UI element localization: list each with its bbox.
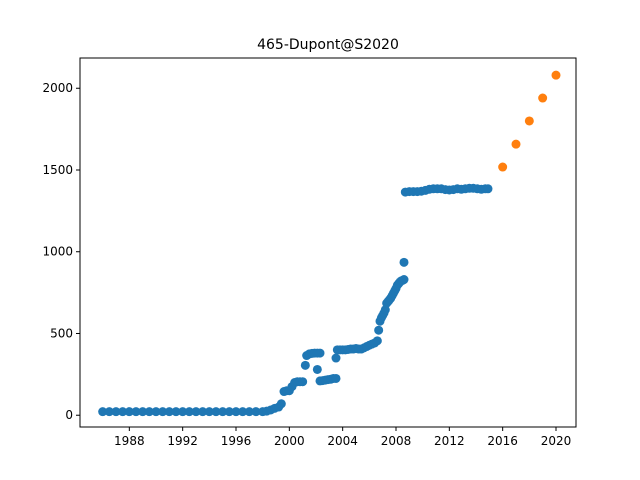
data-point [298, 377, 308, 387]
y-axis: 0 500 1000 1500 2000 [42, 81, 80, 422]
x-axis: 1988 1992 1996 2000 2004 2008 2012 2016 2020 [114, 427, 571, 448]
chart-title: 465-Dupont@S2020 [257, 37, 399, 53]
y-tick-label: 1500 [42, 163, 73, 177]
y-tick-label: 500 [50, 326, 73, 340]
x-tick-label: 2012 [434, 434, 465, 448]
data-point [276, 399, 286, 409]
data-point [331, 353, 341, 363]
data-point [144, 407, 154, 417]
data-point [224, 407, 234, 417]
data-point [211, 407, 221, 417]
data-point [191, 407, 201, 417]
y-tick-label: 2000 [42, 81, 73, 95]
data-point [498, 162, 508, 172]
data-point [184, 407, 194, 417]
data-point [251, 407, 261, 417]
data-point [511, 139, 521, 149]
x-tick-label: 2008 [381, 434, 412, 448]
series-1 [498, 70, 561, 172]
data-point [164, 407, 174, 417]
data-point [524, 116, 534, 126]
data-point [158, 407, 168, 417]
x-tick-label: 2004 [327, 434, 358, 448]
data-point [204, 407, 214, 417]
plot-frame [79, 57, 577, 428]
data-point [118, 407, 128, 417]
data-point [331, 373, 341, 383]
data-point [198, 407, 208, 417]
data-point [399, 275, 409, 285]
y-tick-label: 0 [65, 408, 73, 422]
data-point [104, 407, 114, 417]
y-tick-label: 1000 [42, 245, 73, 259]
data-point [312, 364, 322, 374]
data-point [538, 93, 548, 103]
x-tick-label: 1988 [114, 434, 145, 448]
data-point [171, 407, 181, 417]
data-point [372, 336, 382, 346]
data-point [374, 325, 384, 335]
data-point [131, 407, 141, 417]
data-point [483, 184, 493, 194]
data-point [399, 257, 409, 267]
data-point [315, 348, 325, 358]
data-point [124, 407, 134, 417]
series-0 [98, 183, 493, 417]
data-point [151, 407, 161, 417]
data-point [551, 70, 561, 80]
x-tick-label: 2000 [274, 434, 305, 448]
data-point [244, 407, 254, 417]
data-point [300, 360, 310, 370]
data-point [218, 407, 228, 417]
x-tick-label: 2020 [541, 434, 572, 448]
data-point [238, 407, 248, 417]
x-tick-label: 1996 [221, 434, 252, 448]
data-point [111, 407, 121, 417]
x-tick-label: 1992 [167, 434, 198, 448]
data-point [98, 407, 108, 417]
data-point [138, 407, 148, 417]
data-point [231, 407, 241, 417]
data-point [178, 407, 188, 417]
series-layer [98, 70, 561, 417]
x-tick-label: 2016 [487, 434, 518, 448]
